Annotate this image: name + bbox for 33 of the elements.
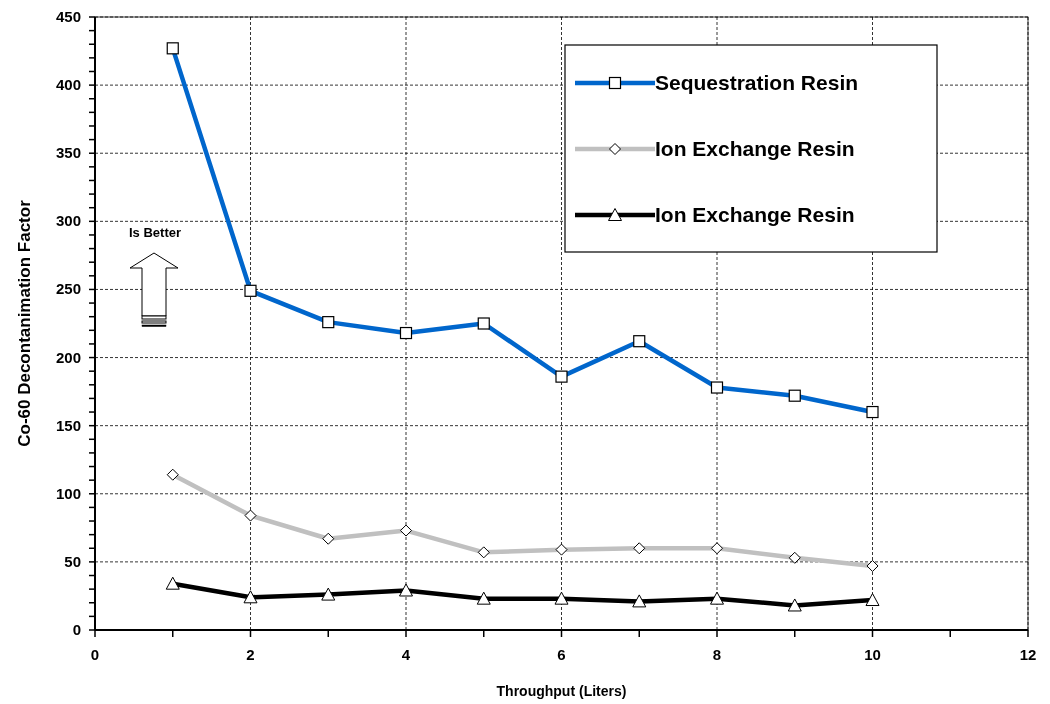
y-tick-label: 100	[55, 484, 81, 502]
annotation: Is Better	[128, 225, 182, 240]
point	[554, 591, 569, 605]
point	[787, 598, 802, 612]
y-tick-label: 150	[55, 416, 81, 434]
point	[399, 583, 413, 597]
point	[243, 590, 258, 604]
y-tick-label: 450	[55, 8, 81, 25]
x-tick-label: 12	[1019, 646, 1037, 663]
y-tick-label: 300	[55, 212, 81, 230]
x-axis-title: Throughput (Liters)	[496, 683, 627, 699]
point	[476, 591, 491, 605]
y-tick-label: 400	[55, 76, 81, 94]
x-tick-label: 10	[864, 646, 881, 663]
x-tick-label: 4	[401, 646, 411, 663]
point	[710, 591, 724, 605]
point	[632, 594, 647, 608]
point	[865, 593, 880, 607]
y-tick-label: 50	[64, 552, 81, 570]
x-tick-label: 0	[90, 646, 100, 663]
legend-label: Ion Exchange Resin	[655, 203, 855, 226]
y-axis-title: Co-60 Decontanimation Factor	[15, 199, 34, 447]
y-tick-label: 0	[72, 621, 81, 638]
x-tick-label: 8	[712, 646, 722, 663]
point	[321, 587, 336, 601]
point	[165, 576, 180, 590]
y-tick-label: 200	[55, 348, 81, 366]
legend-label: Sequestration Resin	[655, 71, 859, 94]
x-tick-label: 6	[557, 646, 566, 663]
x-tick-label: 2	[246, 646, 255, 663]
y-tick-label: 250	[55, 280, 81, 298]
y-tick-label: 350	[55, 144, 81, 162]
legend-label: Ion Exchange Resin	[655, 137, 855, 160]
